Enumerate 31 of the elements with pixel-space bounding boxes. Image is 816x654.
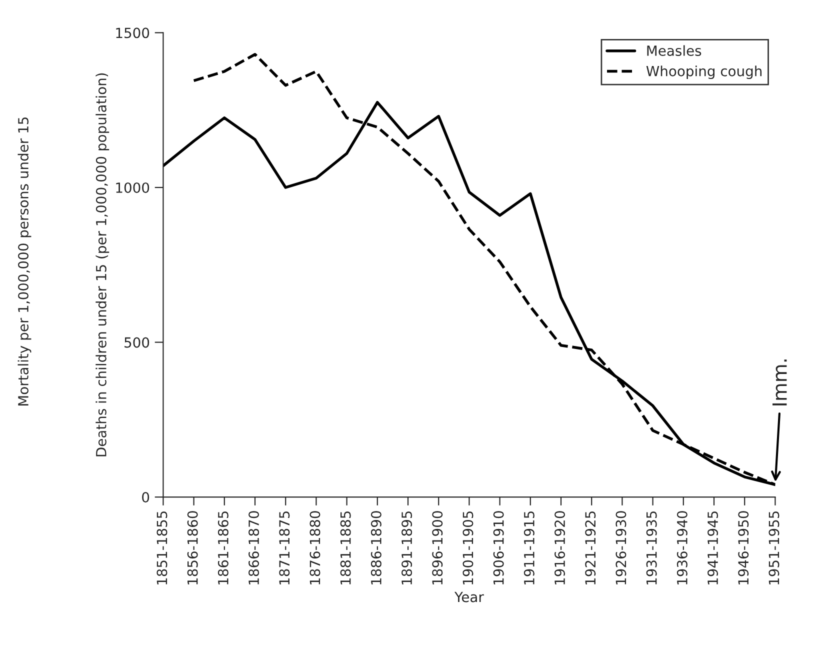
x-tick-label: 1921-1925	[585, 511, 596, 584]
x-tick-label: 1886-1890	[370, 511, 382, 584]
text: Mortality per 1,000,000 persons under 15	[18, 118, 32, 406]
x-tick-label: 1901-1905	[462, 511, 474, 584]
x-tick-label: 1906-1910	[493, 511, 504, 584]
y-axis-title: Deaths in children under 15 (per 1,000,000 population)	[96, 73, 110, 456]
x-tick-label: 1946-1950	[738, 511, 749, 584]
y-tick-label: 500	[124, 337, 150, 348]
y-tick-label: 1500	[116, 28, 150, 38]
x-tick-label: 1916-1920	[554, 511, 566, 584]
legend-label: Whooping cough	[646, 66, 762, 80]
x-tick-label: 1911-1915	[524, 511, 534, 584]
x-tick-label: 1856-1860	[187, 511, 198, 584]
x-tick-label: 1936-1940	[676, 511, 688, 584]
y-tick-label: 1000	[116, 182, 150, 193]
x-tick-label: 1866-1870	[248, 511, 260, 584]
x-tick-label: 1871-1875	[279, 511, 290, 584]
x-tick-label: 1851-1855	[156, 511, 168, 584]
x-tick-label: 1926-1930	[616, 511, 626, 584]
x-tick-label: 1941-1945	[708, 511, 718, 584]
x-tick-label: 1876-1880	[310, 511, 320, 584]
x-tick-label: 1891-1895	[402, 511, 412, 584]
x-tick-label: 1951-1955	[768, 511, 780, 584]
x-tick-label: 1931-1935	[646, 511, 657, 584]
x-tick-label: 1896-1900	[432, 511, 443, 584]
x-tick-label: 1881-1885	[340, 511, 351, 584]
x-tick-label: 1861-1865	[218, 511, 228, 584]
annotation: Imm.	[772, 360, 787, 406]
y-tick-label: 0	[142, 492, 150, 503]
x-axis-title: Year	[454, 592, 484, 602]
legend-label: Measles	[647, 45, 702, 56]
